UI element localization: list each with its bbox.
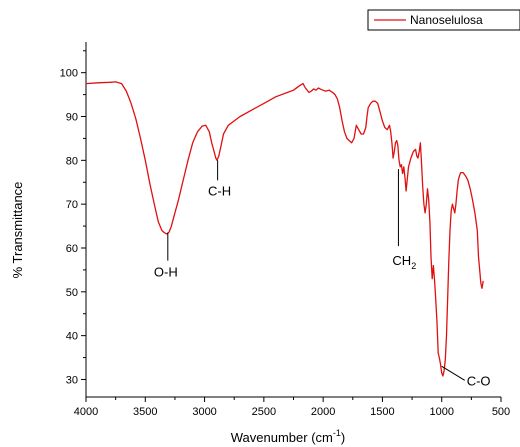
y-tick-label: 90 <box>66 112 78 124</box>
plot-axes <box>85 42 501 398</box>
y-tick-label: 60 <box>66 243 78 255</box>
peak-annotations: O-H C-H CH2 C-O <box>154 160 491 388</box>
x-axis-title-main: Wavenumber (cm <box>231 430 333 445</box>
series-line-nanoselulosa <box>85 81 484 377</box>
x-tick-label: 3000 <box>192 406 216 418</box>
x-axis-ticks: 4000 3500 3000 2500 2000 1500 1000 500 <box>74 397 510 418</box>
annotation-co: C-O <box>467 373 491 388</box>
x-axis-title: Wavenumber (cm-1) <box>231 428 345 445</box>
co-leader-line <box>441 365 465 381</box>
x-tick-label: 3500 <box>133 406 157 418</box>
y-axis-ticks: 30 40 50 60 70 80 90 100 <box>60 50 86 386</box>
x-axis-title-tail: ) <box>341 430 345 445</box>
y-tick-label: 80 <box>66 155 78 167</box>
y-tick-label: 50 <box>66 287 78 299</box>
x-tick-label: 2500 <box>252 406 276 418</box>
x-tick-label: 1000 <box>429 406 453 418</box>
legend-box <box>367 9 520 31</box>
y-tick-label: 70 <box>66 199 78 211</box>
annotation-ch: C-H <box>208 183 231 198</box>
x-tick-label: 1500 <box>370 406 394 418</box>
legend-label: Nanoselulosa <box>410 13 483 27</box>
annotation-ch2-subscript: 2 <box>411 261 416 271</box>
annotation-oh: O-H <box>154 265 178 280</box>
x-tick-label: 4000 <box>74 406 98 418</box>
y-axis-title: % Transmittance <box>10 182 25 279</box>
x-tick-label: 500 <box>492 406 510 418</box>
x-axis-title-sup: -1 <box>333 428 341 438</box>
legend: Nanoselulosa <box>367 9 520 31</box>
y-tick-label: 40 <box>66 331 78 343</box>
y-tick-label: 30 <box>66 374 78 386</box>
y-tick-label: 100 <box>60 68 78 80</box>
annotation-ch2: CH2 <box>392 253 416 271</box>
x-tick-label: 2000 <box>311 406 335 418</box>
